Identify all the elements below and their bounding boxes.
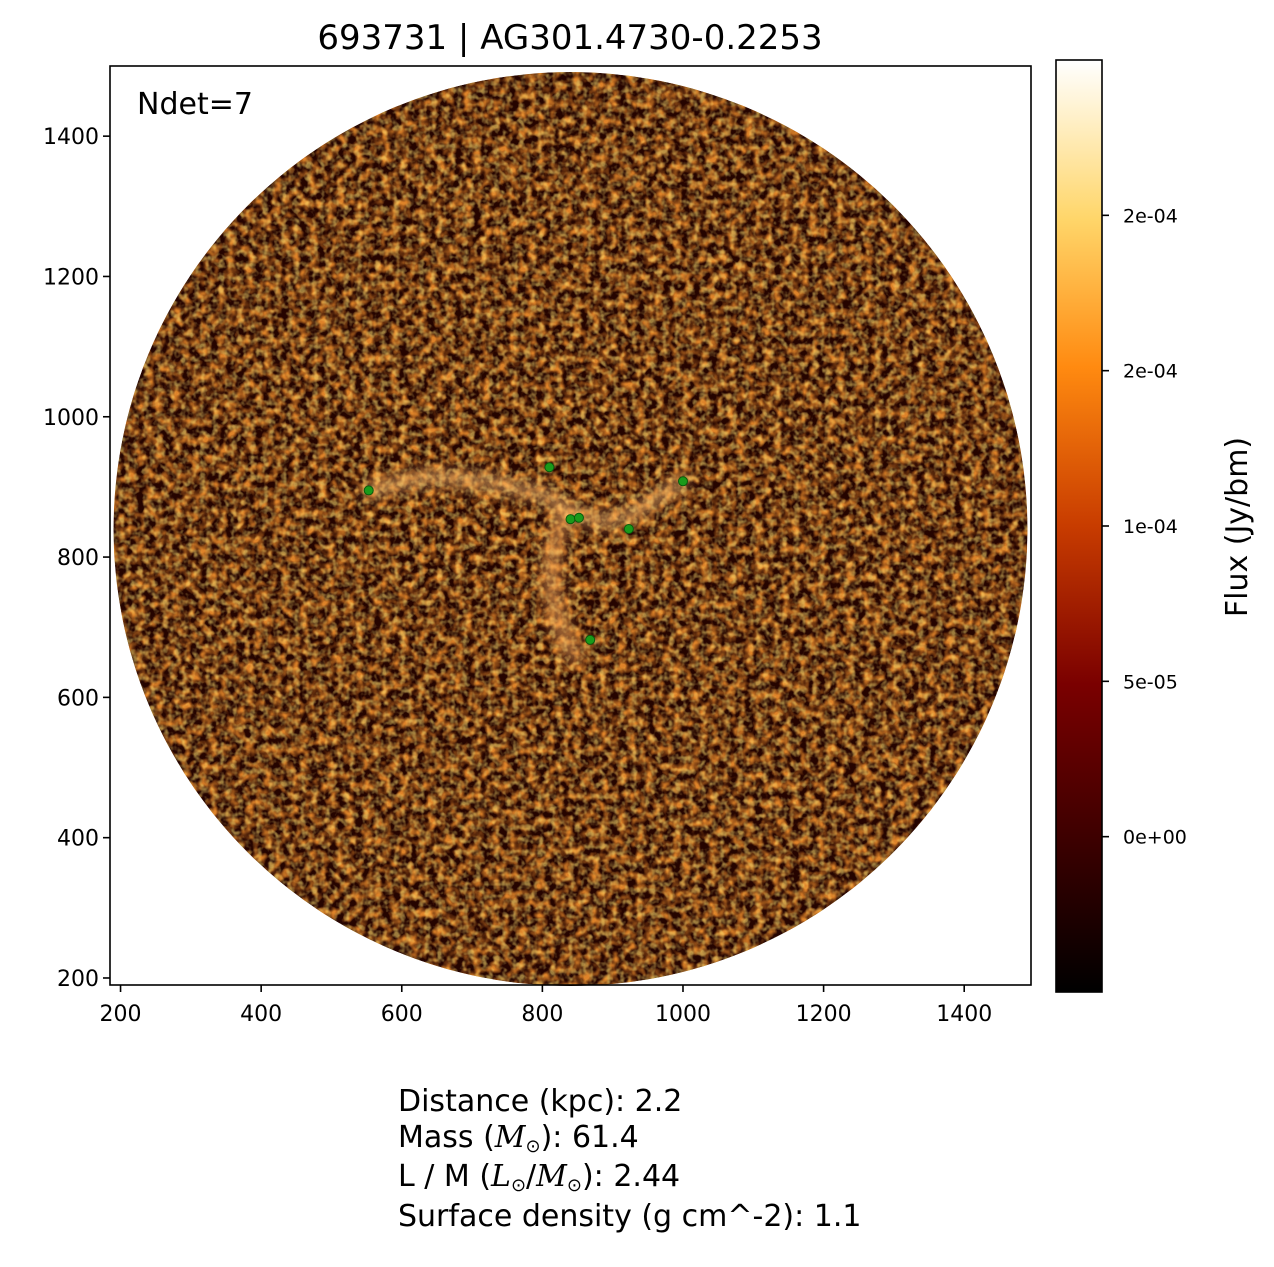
mass-value: ): 61.4 (540, 1119, 639, 1155)
distance-text: Distance (kpc): 2.2 (398, 1084, 683, 1119)
y-axis: 200 400 600 800 1000 1200 1400 (43, 125, 110, 992)
y-tick-label: 800 (57, 546, 99, 571)
y-tick-label: 400 (57, 827, 99, 852)
colorbar-tick-label: 1e-04 (1123, 516, 1178, 538)
colorbar-tick-label: 0e+00 (1123, 827, 1187, 849)
lm-value: ): 2.44 (581, 1159, 681, 1194)
detection-markers (363, 462, 688, 645)
x-axis: 200 400 600 800 1000 1200 1400 (100, 985, 992, 1027)
source-info: Distance (kpc): 2.2 Mass (M⊙): 61.4 L / … (398, 1084, 861, 1234)
x-tick-label: 800 (521, 1002, 563, 1027)
detection-point (573, 512, 584, 523)
colorbar-tick-label: 5e-05 (1123, 671, 1178, 693)
colorbar-ticks: 0e+00 5e-05 1e-04 2e-04 2e-04 (1102, 205, 1187, 849)
colorbar-tick-label: 2e-04 (1123, 361, 1178, 383)
detection-point (623, 524, 634, 535)
mass-symbol: M (536, 1159, 567, 1194)
plot-area: Ndet=7 (109, 65, 1032, 986)
flux-image (113, 72, 1028, 986)
x-tick-label: 1400 (936, 1002, 992, 1027)
x-tick-label: 200 (100, 1002, 142, 1027)
surface-density-text: Surface density (g cm^-2): 1.1 (398, 1198, 862, 1234)
y-tick-label: 1000 (43, 406, 99, 431)
sun-symbol: ⊙ (566, 1175, 582, 1196)
sun-symbol: ⊙ (510, 1175, 527, 1196)
detection-point (585, 634, 596, 645)
x-tick-label: 600 (381, 1002, 423, 1027)
mass-text: Mass (M⊙): 61.4 (398, 1120, 861, 1160)
detection-point (565, 514, 576, 525)
y-tick-label: 1400 (43, 125, 99, 150)
colorbar: 0e+00 5e-05 1e-04 2e-04 2e-04 Flux (Jy/bm) (1055, 59, 1255, 993)
chart-title: 693731 | AG301.4730-0.2253 (317, 18, 822, 58)
lm-text: L / M (L⊙/M⊙): 2.44 (398, 1159, 681, 1196)
plot-frame (109, 65, 1032, 986)
bright-emission (362, 470, 689, 664)
colorbar-gradient (1055, 59, 1103, 993)
lm-prefix: L / M ( (398, 1159, 492, 1194)
y-tick-label: 600 (57, 686, 99, 711)
mass-symbol: M (494, 1119, 526, 1155)
x-tick-label: 1200 (796, 1002, 852, 1027)
detection-point (544, 462, 555, 473)
detection-point (677, 476, 688, 487)
mass-prefix: Mass ( (398, 1119, 495, 1155)
bright-arc (542, 506, 583, 664)
sun-symbol: ⊙ (525, 1135, 541, 1157)
ndet-annotation: Ndet=7 (137, 87, 253, 122)
detection-point (363, 485, 374, 496)
flux-noise-highlights (113, 72, 1028, 985)
x-tick-label: 400 (240, 1002, 282, 1027)
y-tick-label: 1200 (43, 265, 99, 290)
colorbar-label: Flux (Jy/bm) (1220, 437, 1255, 617)
luminosity-symbol: L (491, 1159, 511, 1194)
colorbar-tick-label: 2e-04 (1123, 205, 1178, 227)
x-tick-label: 1000 (655, 1002, 711, 1027)
bright-filament (362, 470, 689, 528)
y-tick-label: 200 (57, 967, 99, 992)
